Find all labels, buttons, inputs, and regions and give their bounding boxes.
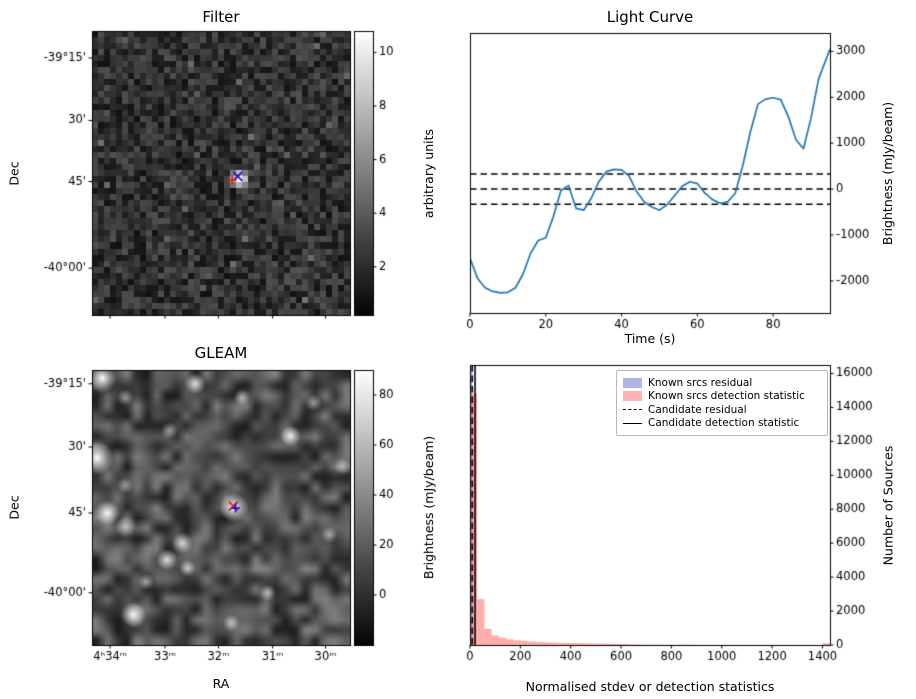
legend-item-candidate-residual: Candidate residual <box>623 404 821 416</box>
histogram-ylabel: Number of Sources <box>880 445 896 565</box>
light-curve-ylabel: Brightness (mJy/beam) <box>880 101 896 245</box>
histogram-xlabel: Normalised stdev or detection statistics <box>525 679 775 694</box>
legend-item-known-srcs-residual: Known srcs residual <box>623 377 821 389</box>
known-srcs-residual-patch-icon <box>623 377 642 388</box>
gleam-ylabel: Dec <box>6 494 22 520</box>
legend-item-candidate-detstat: Candidate detection statistic <box>623 417 821 429</box>
legend-label: Known srcs residual <box>648 376 753 389</box>
filter-colorbar-label: arbitrary units <box>421 128 437 218</box>
legend-label: Candidate detection statistic <box>648 417 800 429</box>
filter-ylabel: Dec <box>6 160 22 186</box>
gleam-colorbar-label: Brightness (mJy/beam) <box>421 435 437 579</box>
light-curve-xlabel: Time (s) <box>624 331 676 346</box>
gleam-xlabel: RA <box>212 676 230 691</box>
candidate-residual-dashed-line-icon <box>623 409 642 410</box>
gleam-title: GLEAM <box>194 344 248 362</box>
known-srcs-detstat-patch-icon <box>623 391 642 401</box>
filter-title: Filter <box>202 8 240 26</box>
legend-label: Candidate residual <box>648 403 747 416</box>
legend-item-known-srcs-detstat: Known srcs detection statistic <box>623 390 821 402</box>
legend: Known srcs residual Known srcs detection… <box>616 370 828 436</box>
candidate-detstat-solid-line-icon <box>623 422 642 424</box>
light-curve-title: Light Curve <box>606 8 694 26</box>
legend-label: Known srcs detection statistic <box>648 390 805 402</box>
